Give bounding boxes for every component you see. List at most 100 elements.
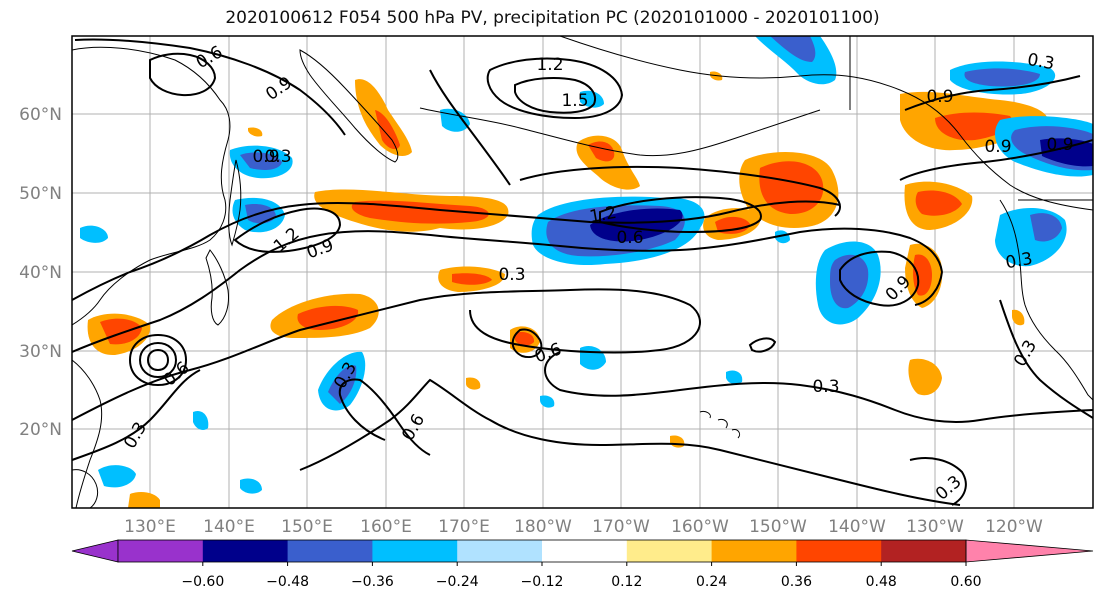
colorbar-segment xyxy=(287,540,373,562)
longitude-label: 120°W xyxy=(985,517,1043,537)
pv-contour xyxy=(138,341,178,379)
coastline-hawaii xyxy=(699,411,741,439)
longitude-label: 130°W xyxy=(906,517,964,537)
colorbar-segment xyxy=(457,540,543,562)
longitude-label: 130°E xyxy=(124,517,176,537)
precip-region xyxy=(580,90,604,108)
coastline-asia xyxy=(72,359,103,508)
precip-region xyxy=(375,110,400,150)
pv-contour xyxy=(999,299,1093,419)
contour-label: 0.3 xyxy=(1026,50,1056,74)
coastline-asia xyxy=(72,46,231,326)
colorbar-tick-label: 0.36 xyxy=(781,574,812,590)
colorbar-tick-labels: −0.60 −0.48 −0.36 −0.24 −0.12 0.12 0.24 0.36 0.4… xyxy=(181,562,982,590)
coastlines xyxy=(72,36,1093,508)
colorbar-segments xyxy=(71,539,1094,563)
precip-region xyxy=(452,273,492,285)
longitude-label: 170°E xyxy=(438,517,490,537)
longitude-label: 170°W xyxy=(592,517,650,537)
precip-region xyxy=(1030,213,1062,242)
longitude-label: 160°E xyxy=(360,517,412,537)
pv-contour xyxy=(128,333,188,387)
contour-label: 0.3 xyxy=(498,265,525,285)
precip-region xyxy=(915,190,962,216)
precip-region xyxy=(1012,309,1025,326)
pv-contour xyxy=(146,348,170,372)
contour-label: 0.9 xyxy=(926,87,953,107)
longitude-axis-labels: 130°E 140°E 150°E 160°E 170°E 180°W 170°W 160°W… xyxy=(124,517,1043,537)
precip-region xyxy=(515,332,535,346)
pv-contour xyxy=(233,207,342,253)
map-frame xyxy=(71,35,1094,509)
precip-region xyxy=(440,108,470,132)
precip-region xyxy=(1040,138,1093,167)
contour-label: 0.3 xyxy=(812,377,839,397)
colorbar-segment xyxy=(796,540,882,562)
pv-contour xyxy=(748,337,777,353)
colorbar-tick-label: −0.60 xyxy=(181,574,224,590)
colorbar-segment xyxy=(372,540,458,562)
coastline-sakhalin xyxy=(228,159,242,247)
pv-contour xyxy=(899,75,1093,181)
contour-label: 0.9 xyxy=(252,147,279,167)
colorbar-segment xyxy=(626,540,713,562)
precip-region xyxy=(908,358,942,396)
precip-region xyxy=(248,127,263,137)
precip-region xyxy=(770,36,816,62)
contour-label: 0.6 xyxy=(616,228,643,248)
coastline-japan xyxy=(205,249,229,326)
coastline-philippines xyxy=(72,469,99,508)
longitude-label: 160°W xyxy=(671,517,729,537)
pv-contour xyxy=(72,227,943,353)
pv-contour-lines xyxy=(72,38,1093,506)
colorbar-segment xyxy=(881,540,967,562)
pv-contour xyxy=(338,378,431,456)
precip-region xyxy=(128,492,160,508)
coastline-aleutians xyxy=(419,107,821,157)
pv-contour xyxy=(74,38,346,136)
colorbar-segment xyxy=(118,540,204,562)
longitude-label: 150°W xyxy=(749,517,807,537)
latitude-label: 20°N xyxy=(19,420,62,440)
precip-region xyxy=(351,200,489,224)
longitude-label: 140°W xyxy=(828,517,886,537)
pv-contour xyxy=(511,328,543,358)
latitude-label: 50°N xyxy=(19,184,62,204)
contour-label: 1.2 xyxy=(588,203,618,227)
longitude-label: 180°W xyxy=(514,517,572,537)
pv-contour xyxy=(514,76,596,114)
pv-contour xyxy=(72,52,841,301)
colorbar-segment xyxy=(71,539,119,563)
contour-label: 0.9 xyxy=(984,137,1011,157)
contour-label: 0.9 xyxy=(1046,135,1073,155)
pv-contour xyxy=(839,250,920,307)
pv-contour xyxy=(299,378,961,506)
coastline-kamchatka xyxy=(299,49,399,163)
pv-contour xyxy=(599,196,762,234)
latitude-label: 40°N xyxy=(19,263,62,283)
colorbar-segment xyxy=(965,539,1094,563)
colorbar-tick-label: −0.48 xyxy=(266,574,309,590)
pv-contour xyxy=(486,57,624,120)
pv-contour xyxy=(72,288,701,461)
colorbar-tick-label: 0.48 xyxy=(866,574,897,590)
colorbar-segment xyxy=(711,540,797,562)
pv-contour xyxy=(429,69,511,186)
latitude-axis-labels: 60°N 50°N 40°N 30°N 20°N xyxy=(19,105,62,440)
colorbar-tick-label: 0.60 xyxy=(950,574,981,590)
precip-region xyxy=(726,370,743,385)
precip-region xyxy=(240,152,282,170)
contour-label: 0.3 xyxy=(264,147,291,167)
latitude-label: 30°N xyxy=(19,342,62,362)
coastline-alaska xyxy=(559,36,1093,211)
colorbar-tick-label: 0.24 xyxy=(696,574,727,590)
precip-region xyxy=(590,208,683,242)
colorbar-tick-label: −0.36 xyxy=(351,574,394,590)
map-title: 2020100612 F054 500 hPa PV, precipitatio… xyxy=(225,8,880,28)
colorbar-segment xyxy=(202,540,289,562)
precip-region xyxy=(540,395,555,408)
precip-region xyxy=(964,68,1040,87)
coastline-na xyxy=(999,199,1093,401)
precip-region xyxy=(240,478,262,494)
